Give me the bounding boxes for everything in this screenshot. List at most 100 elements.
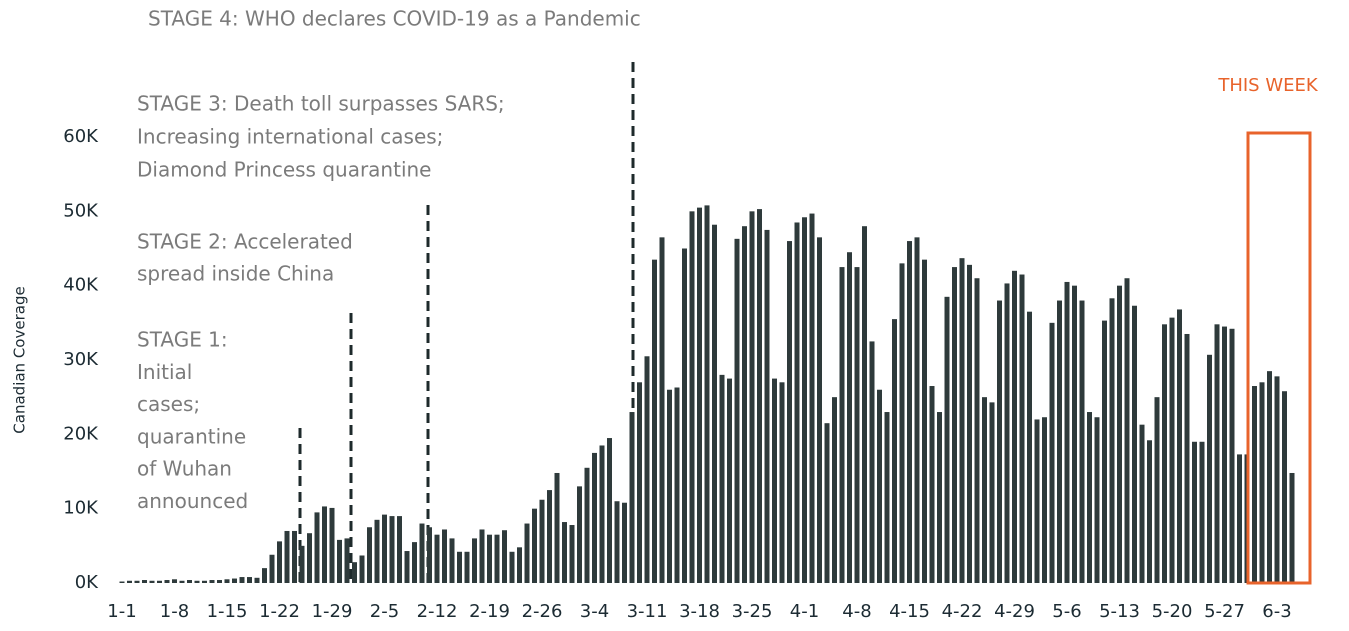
bar	[389, 516, 395, 583]
bar	[187, 580, 192, 583]
bar	[337, 539, 342, 583]
bar	[712, 224, 717, 584]
bar	[914, 237, 920, 583]
bar	[682, 248, 687, 583]
bar	[464, 551, 470, 583]
bar	[1259, 382, 1265, 583]
x-tick-label: 3-18	[679, 601, 720, 622]
stage-annotation: STAGE 4: WHO declares COVID-19 as a Pand…	[148, 7, 641, 31]
bar	[1207, 354, 1212, 583]
bar	[382, 514, 387, 583]
bar	[937, 412, 942, 583]
bar	[269, 554, 275, 583]
bar	[232, 578, 237, 583]
x-tick-label: 1-29	[312, 601, 353, 622]
bar	[209, 580, 215, 583]
bar	[547, 490, 552, 583]
bar	[989, 402, 995, 583]
bar	[517, 547, 522, 583]
bar	[284, 530, 290, 583]
bar	[779, 382, 785, 583]
stage-annotation: quarantine	[137, 424, 246, 448]
bar	[254, 577, 260, 583]
bar	[922, 259, 927, 583]
bar	[359, 555, 365, 583]
stage-annotation: Diamond Princess quarantine	[137, 158, 431, 182]
bar	[592, 452, 597, 583]
bar	[884, 412, 890, 583]
bar	[1034, 419, 1040, 583]
x-tick-label: 1-8	[160, 601, 189, 622]
bar	[1057, 300, 1062, 583]
bar	[869, 341, 875, 583]
bar	[1042, 417, 1047, 583]
bar	[322, 506, 327, 583]
stage-annotation: announced	[137, 489, 248, 513]
bar	[397, 516, 402, 583]
y-axis-label: Canadian Coverage	[11, 286, 29, 433]
bar	[532, 508, 537, 583]
bar	[1004, 283, 1010, 583]
bar	[907, 241, 912, 584]
bar	[839, 267, 845, 583]
bar	[877, 389, 882, 583]
bar	[1109, 298, 1115, 583]
x-tick-label: 3-11	[627, 601, 668, 622]
bar	[442, 529, 447, 583]
bar	[1237, 454, 1242, 583]
x-tick-label: 1-15	[207, 601, 248, 622]
bar	[524, 523, 530, 583]
bar	[742, 226, 747, 583]
bar	[629, 412, 635, 583]
bar	[419, 523, 425, 583]
x-tick-label: 5-20	[1152, 601, 1193, 622]
bar	[1064, 281, 1070, 583]
bar	[1102, 320, 1107, 583]
bar	[929, 386, 935, 583]
x-tick-label: 3-4	[580, 601, 609, 622]
bar	[689, 211, 695, 584]
bar	[554, 472, 560, 583]
bar	[1019, 274, 1025, 583]
bar	[1027, 311, 1032, 583]
bar	[1192, 441, 1197, 583]
stage-annotation: STAGE 3: Death toll surpasses SARS;	[137, 92, 505, 116]
bar	[1132, 305, 1137, 583]
bar	[149, 580, 155, 583]
bar	[142, 580, 147, 583]
bar	[1274, 376, 1280, 583]
bar	[367, 527, 372, 583]
x-tick-label: 2-5	[370, 601, 399, 622]
bar	[704, 205, 710, 584]
bar	[262, 568, 267, 583]
bar	[1229, 328, 1235, 583]
bar	[787, 241, 792, 584]
bar	[427, 527, 432, 583]
x-tick-label: 3-25	[732, 601, 773, 622]
bar	[307, 533, 312, 583]
bar	[299, 545, 305, 583]
bar	[727, 378, 732, 583]
stage-annotation: cases;	[137, 392, 200, 416]
y-tick-label: 10K	[63, 498, 99, 519]
bar	[1094, 417, 1100, 583]
bar	[314, 512, 320, 583]
bar	[562, 522, 567, 583]
bar	[772, 378, 777, 583]
bar	[824, 423, 830, 583]
bar	[967, 264, 972, 583]
stage-annotation: Initial	[137, 360, 192, 384]
bar	[1252, 386, 1257, 583]
stage-annotation: STAGE 2: Accelerated	[137, 230, 353, 254]
bar	[277, 541, 282, 583]
bar	[119, 581, 125, 583]
bar	[1282, 391, 1287, 583]
bar	[1177, 309, 1182, 583]
bar	[217, 580, 222, 583]
y-tick-label: 30K	[63, 349, 99, 370]
bar	[637, 382, 642, 583]
bar	[172, 579, 177, 583]
bar	[974, 278, 980, 583]
bar	[674, 387, 680, 583]
